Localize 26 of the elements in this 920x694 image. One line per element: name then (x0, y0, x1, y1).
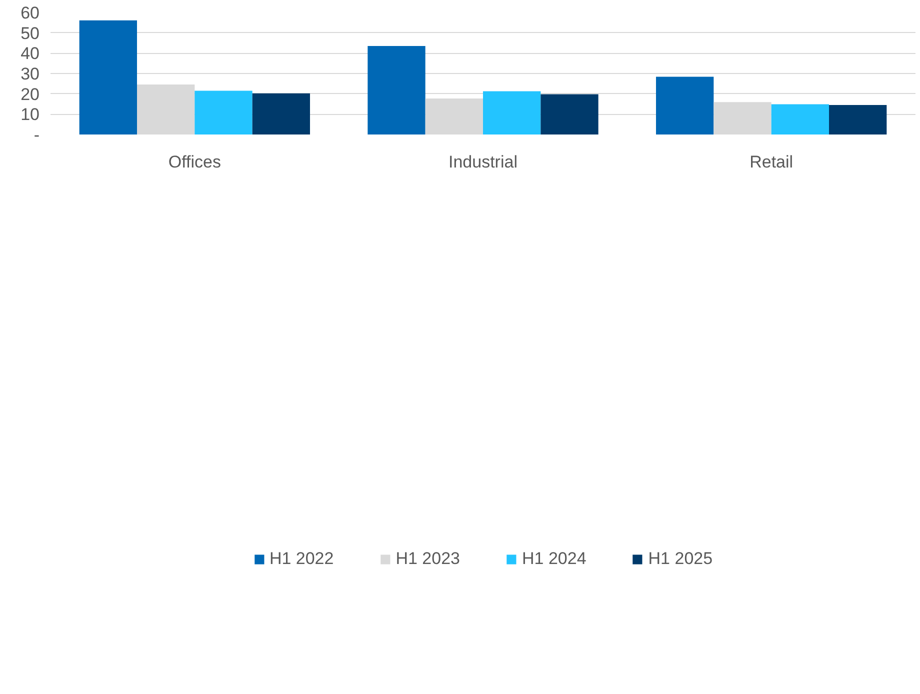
legend-label: H1 2025 (648, 549, 713, 569)
x-tick-label: Offices (168, 152, 221, 172)
bar (425, 98, 483, 134)
legend-label: H1 2022 (269, 549, 334, 569)
y-tick-label: 10 (20, 105, 40, 124)
bar (368, 46, 426, 134)
bar (194, 90, 252, 134)
y-tick-label: 50 (20, 24, 40, 43)
y-tick-label: - (34, 126, 40, 144)
legend-label: H1 2023 (396, 549, 460, 569)
bar (540, 94, 598, 134)
bar (829, 105, 887, 134)
y-tick-label: 40 (20, 44, 40, 64)
bar (483, 91, 541, 134)
y-tick-label: 20 (20, 84, 40, 104)
bar (771, 104, 829, 134)
y-tick-label: 30 (20, 64, 40, 84)
bar (252, 93, 310, 134)
bar (137, 84, 195, 134)
y-tick-label: 60 (20, 4, 40, 22)
bar (714, 102, 772, 134)
legend-label: H1 2024 (522, 549, 586, 569)
x-tick-label: Retail (750, 152, 794, 172)
x-tick-label: Industrial (448, 152, 518, 172)
bar (656, 76, 714, 134)
bar (79, 20, 137, 134)
